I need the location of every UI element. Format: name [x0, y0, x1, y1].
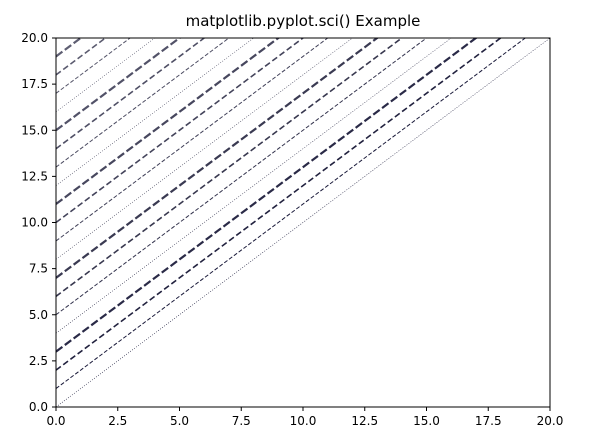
series-line-0 [56, 38, 550, 407]
series-line-11 [56, 38, 281, 205]
y-tick-label: 20.0 [21, 31, 48, 45]
series-line-19 [56, 38, 83, 58]
chart-title: matplotlib.pyplot.sci() Example [185, 12, 421, 30]
series-line-3 [56, 38, 478, 353]
x-tick-label: 17.5 [475, 414, 502, 428]
series-layer [56, 38, 550, 407]
x-tick-label: 10.0 [290, 414, 317, 428]
x-tick-label: 20.0 [537, 414, 564, 428]
y-tick-label: 15.0 [21, 123, 48, 137]
series-line-16 [56, 38, 156, 113]
y-tick-label: 2.5 [29, 354, 48, 368]
x-tick-label: 5.0 [170, 414, 189, 428]
series-line-14 [56, 38, 206, 150]
series-line-13 [56, 38, 230, 168]
series-line-9 [56, 38, 329, 242]
series-line-6 [56, 38, 404, 297]
y-tick-label: 17.5 [21, 77, 48, 91]
y-axis: 0.0 2.5 5.0 7.5 10.0 12.5 15.0 17.5 20.0 [21, 31, 56, 414]
x-tick-label: 7.5 [232, 414, 251, 428]
x-tick-label: 12.5 [351, 414, 378, 428]
series-line-7 [56, 38, 379, 279]
series-line-4 [56, 38, 452, 334]
x-tick-label: 2.5 [108, 414, 127, 428]
series-line-15 [56, 38, 182, 132]
series-line-18 [56, 38, 107, 76]
x-tick-label: 15.0 [413, 414, 440, 428]
y-tick-label: 7.5 [29, 262, 48, 276]
series-line-1 [56, 38, 527, 389]
y-tick-label: 5.0 [29, 308, 48, 322]
series-line-12 [56, 38, 255, 186]
series-line-8 [56, 38, 353, 260]
y-tick-label: 10.0 [21, 216, 48, 230]
series-line-10 [56, 38, 305, 224]
y-tick-label: 12.5 [21, 169, 48, 183]
series-line-5 [56, 38, 428, 316]
y-tick-label: 0.0 [29, 400, 48, 414]
series-line-17 [56, 38, 131, 94]
series-line-2 [56, 38, 502, 371]
x-tick-label: 0.0 [46, 414, 65, 428]
x-axis: 0.0 2.5 5.0 7.5 10.0 12.5 15.0 17.5 20.0 [46, 407, 563, 428]
